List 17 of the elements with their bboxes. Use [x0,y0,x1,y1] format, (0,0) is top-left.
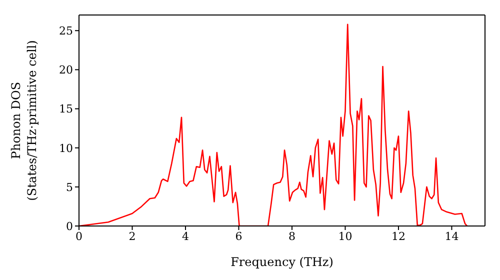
x-tick-label: 12 [391,230,406,243]
x-tick-label: 0 [76,230,82,243]
y-tick-label: 10 [59,142,73,155]
y-tick-label: 15 [59,102,73,116]
y-tick-label: 5 [66,180,73,194]
y-tick-label: 0 [66,220,73,233]
y-tick-label: 20 [59,64,73,77]
x-tick-label: 4 [182,230,189,243]
x-tick-label: 14 [444,230,459,243]
x-axis-title: Frequency (THz) [230,255,334,269]
line-series [79,24,468,226]
x-tick-label: 10 [338,230,352,243]
y-axis-title: Phonon DOS (States/THz·primitive cell) [9,40,39,201]
y-tick-label: 25 [59,24,73,38]
x-tick-label: 8 [288,230,296,243]
x-tick-label: 6 [235,230,242,243]
x-tick-label: 2 [128,230,136,243]
